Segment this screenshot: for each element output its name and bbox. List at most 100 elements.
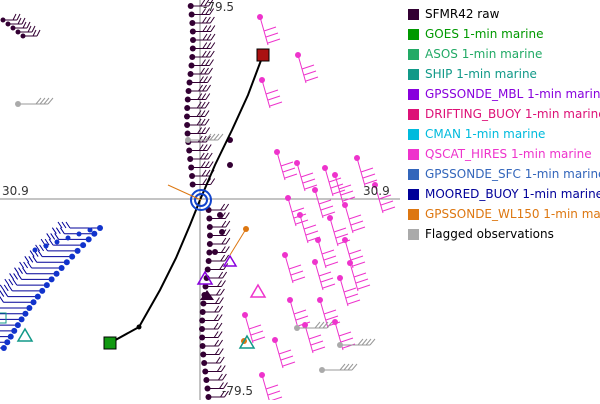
sfmr-wind-barb <box>190 0 214 7</box>
legend-swatch <box>408 188 419 200</box>
sfmr-point <box>189 20 196 26</box>
sfmr-point <box>187 156 194 162</box>
flagged-wind-barb <box>297 321 333 329</box>
legend-item[interactable]: GPSSONDE_MBL 1-min marine <box>408 84 600 104</box>
flagged-point <box>185 137 191 143</box>
sfmr-wind-barb <box>8 17 26 25</box>
sfmr-wind-barb <box>189 76 212 83</box>
crosshair-top-label: -79.5 <box>203 0 235 14</box>
qscat-marker <box>249 283 267 298</box>
moored-buoy-point <box>39 287 46 294</box>
moored-buoy-barb <box>4 278 47 286</box>
crosshair-left-label: 30.9 <box>2 184 29 198</box>
qscat-point <box>295 52 301 58</box>
qscat-wind-barb <box>244 314 266 344</box>
sfmr-point <box>189 54 196 60</box>
moored-buoy-point <box>53 270 60 277</box>
legend-item[interactable]: MOORED_BUOY 1-min marine <box>408 184 600 204</box>
gpssonde-wl150-barb <box>229 228 247 256</box>
sfmr-wind-barb <box>205 365 226 372</box>
moored-buoy-barb <box>0 307 30 309</box>
legend-item[interactable]: GOES 1-min marine <box>408 24 600 44</box>
qscat-point <box>332 172 338 178</box>
legend-item[interactable]: ASOS 1-min marine <box>408 44 600 64</box>
qscat-observations <box>242 14 396 404</box>
moored-buoy-point <box>48 276 55 283</box>
qscat-point <box>242 312 248 318</box>
legend-item[interactable]: GPSSONDE_SFC 1-min marine <box>408 164 600 184</box>
moored-buoy-barb <box>19 261 62 269</box>
qscat-point <box>342 202 348 208</box>
qscat-wind-barb <box>324 167 346 197</box>
qscat-point <box>257 14 263 20</box>
sfmr-wind-barb <box>187 127 210 134</box>
sfmr-point <box>199 309 206 315</box>
legend-item[interactable]: SHIP 1-min marine <box>408 64 600 84</box>
sfmr-wind-barb <box>209 237 231 245</box>
moored-buoy-point <box>34 293 41 300</box>
sfmr-wind-barb <box>209 220 231 228</box>
sfmr-wind-barb <box>206 373 227 381</box>
qscat-point <box>312 187 318 193</box>
moored-buoy-barb <box>24 256 67 263</box>
gpssonde-mbl-marker <box>222 254 238 267</box>
moored-buoy-point <box>11 327 18 334</box>
sfmr-point <box>204 385 211 392</box>
legend-label: GPSSONDE_SFC 1-min marine <box>425 167 600 181</box>
track-end-marker[interactable] <box>103 336 117 350</box>
sfmr-wind-barb <box>13 21 31 29</box>
observation-map[interactable]: -79.5 -79.5 30.9 30.9 <box>0 0 400 404</box>
legend-item[interactable]: DRIFTING_BUOY 1-min marine <box>408 104 600 124</box>
sfmr-point <box>185 88 192 94</box>
qscat-point <box>342 237 348 243</box>
moored-buoy-point <box>32 247 38 253</box>
sfmr-point <box>184 113 191 120</box>
sfmr-point <box>188 11 195 18</box>
map-canvas[interactable] <box>0 0 400 404</box>
storm-center-outer-ring[interactable] <box>190 189 212 211</box>
qscat-point <box>274 149 280 155</box>
legend-item[interactable]: QSCAT_HIRES 1-min marine <box>408 144 600 164</box>
qscat-wind-barb <box>259 16 281 46</box>
legend-item[interactable]: SFMR42 raw <box>408 4 600 24</box>
qscat-wind-barb <box>349 262 371 292</box>
sfmr-wind-barb <box>208 254 230 262</box>
ship-marker <box>0 312 7 324</box>
moored-buoy-point <box>63 259 70 266</box>
gpssonde-mbl-marker <box>200 290 214 300</box>
qscat-wind-barb <box>274 339 296 369</box>
qscat-wind-barb <box>319 299 341 329</box>
sfmr-point <box>206 224 213 230</box>
moored-buoy-point <box>87 227 93 233</box>
gpssonde-wl150-barb <box>167 184 202 201</box>
legend-item[interactable]: GPSSONDE_WL150 1-min marine <box>408 204 600 224</box>
qscat-point <box>259 77 265 83</box>
qscat-wind-barb <box>284 254 306 284</box>
qscat-point <box>322 165 328 171</box>
legend-swatch <box>408 28 419 40</box>
sfmr-point <box>201 360 208 366</box>
sfmr-point <box>186 79 193 86</box>
flagged-wind-barb <box>340 338 376 346</box>
qscat-point <box>294 160 300 166</box>
moored-buoy-point <box>80 242 87 249</box>
legend-item[interactable]: Flagged observations <box>408 224 600 244</box>
sfmr-point <box>217 212 223 218</box>
sfmr-wind-barb <box>190 67 213 75</box>
legend-item[interactable]: CMAN 1-min marine <box>408 124 600 144</box>
gpssonde-mbl-marker <box>196 270 214 285</box>
flagged-point <box>15 101 21 107</box>
sfmr-point <box>205 258 212 264</box>
moored-buoy-barb <box>14 267 57 275</box>
sfmr-point <box>187 71 194 77</box>
sfmr-point <box>199 317 206 324</box>
qscat-wind-barb <box>356 157 378 187</box>
moored-buoy-barb <box>0 313 26 315</box>
sfmr-point <box>199 334 206 341</box>
track-start-marker[interactable] <box>256 48 270 62</box>
sfmr-point <box>204 266 211 273</box>
legend-label: GOES 1-min marine <box>425 27 544 41</box>
moored-buoy-point <box>97 225 103 231</box>
sfmr-point <box>206 215 213 222</box>
moored-buoy-point <box>7 333 14 340</box>
